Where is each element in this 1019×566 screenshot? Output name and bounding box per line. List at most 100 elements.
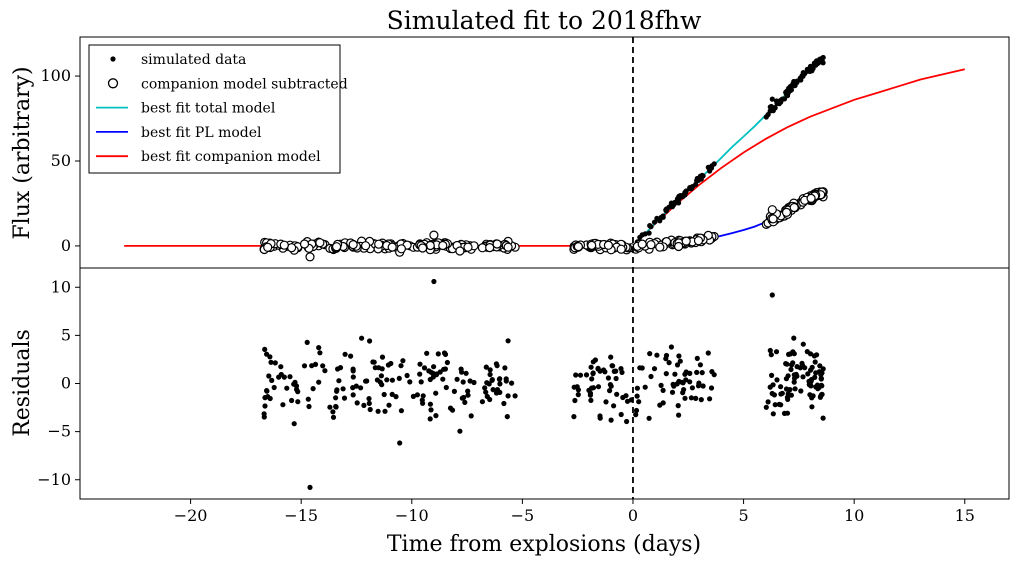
data-point (660, 214, 666, 220)
residual-point (509, 380, 515, 386)
residual-point (465, 388, 471, 394)
residual-point (494, 363, 500, 369)
subtracted-point (387, 242, 397, 252)
residual-point (505, 393, 511, 399)
residual-point (601, 367, 607, 373)
residual-point (787, 351, 794, 357)
residual-point (281, 374, 287, 380)
residual-point (654, 352, 660, 358)
residual-point (301, 363, 308, 369)
residual-point (676, 412, 682, 418)
subtracted-point (492, 239, 502, 249)
residual-point (802, 365, 808, 371)
residual-point (674, 362, 681, 368)
residual-point (577, 372, 584, 378)
residual-point (676, 353, 682, 359)
residual-point (675, 403, 681, 409)
residual-point (765, 399, 771, 405)
x-tick-label: −10 (395, 506, 429, 525)
residual-point (587, 390, 594, 396)
residual-point (386, 402, 392, 408)
x-tick-label: −5 (511, 506, 535, 525)
subtracted-point (455, 246, 465, 256)
fit-data-points (259, 54, 828, 262)
residual-point (292, 379, 298, 385)
subtracted-point (587, 240, 597, 250)
residual-point (705, 350, 711, 356)
residual-point (642, 384, 648, 390)
residual-point (305, 396, 311, 402)
residual-point (769, 372, 775, 378)
residual-point (420, 400, 426, 406)
subtracted-point (637, 239, 647, 249)
residual-point (648, 373, 654, 380)
subtracted-point (279, 240, 289, 250)
subtracted-point (305, 252, 315, 262)
data-point (663, 206, 670, 212)
residual-point (770, 411, 776, 417)
residual-point (350, 392, 356, 398)
residual-point (657, 402, 663, 408)
residual-point (382, 408, 388, 414)
residual-point (398, 408, 404, 414)
residual-point (316, 379, 322, 385)
residual-point (276, 374, 282, 380)
residual-point (272, 360, 278, 366)
residual-point (417, 371, 423, 377)
data-point (639, 232, 645, 238)
residual-point (350, 374, 356, 380)
x-axis-ticks: −20 −15 −10 −5 0 5 10 15 (174, 499, 975, 525)
residual-point (571, 414, 577, 420)
residual-point (575, 392, 581, 398)
residual-point (503, 378, 509, 384)
residual-point (695, 383, 702, 389)
residual-point (699, 370, 705, 376)
subtracted-point (681, 236, 691, 246)
residual-point (487, 396, 493, 403)
residual-point (693, 395, 699, 401)
residual-point (284, 385, 290, 391)
residual-point (307, 484, 313, 490)
residual-point (809, 395, 815, 401)
residual-point (442, 351, 449, 357)
residual-point (435, 351, 441, 357)
subtracted-point (263, 242, 273, 252)
residual-point (359, 335, 365, 341)
residual-point (811, 353, 818, 359)
residual-point (367, 338, 373, 344)
legend-label: companion model subtracted (141, 76, 348, 92)
data-point (769, 96, 775, 102)
residual-point (812, 374, 818, 380)
residual-point (316, 345, 322, 351)
data-point (808, 66, 814, 72)
y-tick-label: 5 (61, 325, 71, 344)
residual-point (375, 408, 381, 414)
residual-point (572, 397, 578, 404)
residual-point (361, 402, 367, 408)
residual-point (592, 357, 599, 363)
data-point (765, 112, 771, 118)
residual-point (651, 366, 658, 372)
residual-point (694, 369, 700, 375)
legend-label: best fit total model (141, 101, 276, 117)
residual-point (497, 381, 503, 387)
residual-point (295, 399, 301, 405)
residual-point (278, 364, 284, 370)
residual-point (672, 371, 678, 377)
residual-point (393, 394, 399, 400)
residual-point (607, 388, 613, 394)
top-panel: 0 50 100 simulated data companion model sub… (40, 36, 1010, 269)
residual-point (698, 397, 704, 403)
residual-point (504, 414, 510, 420)
subtracted-point (418, 243, 428, 253)
residual-point (433, 390, 439, 396)
subtracted-point (806, 193, 816, 203)
residual-point (268, 359, 274, 365)
residual-point (287, 374, 293, 380)
x-tick-label: 15 (955, 506, 975, 525)
residual-point (265, 394, 271, 400)
residual-point (700, 383, 706, 389)
residual-point (398, 363, 404, 369)
data-point (791, 83, 797, 89)
